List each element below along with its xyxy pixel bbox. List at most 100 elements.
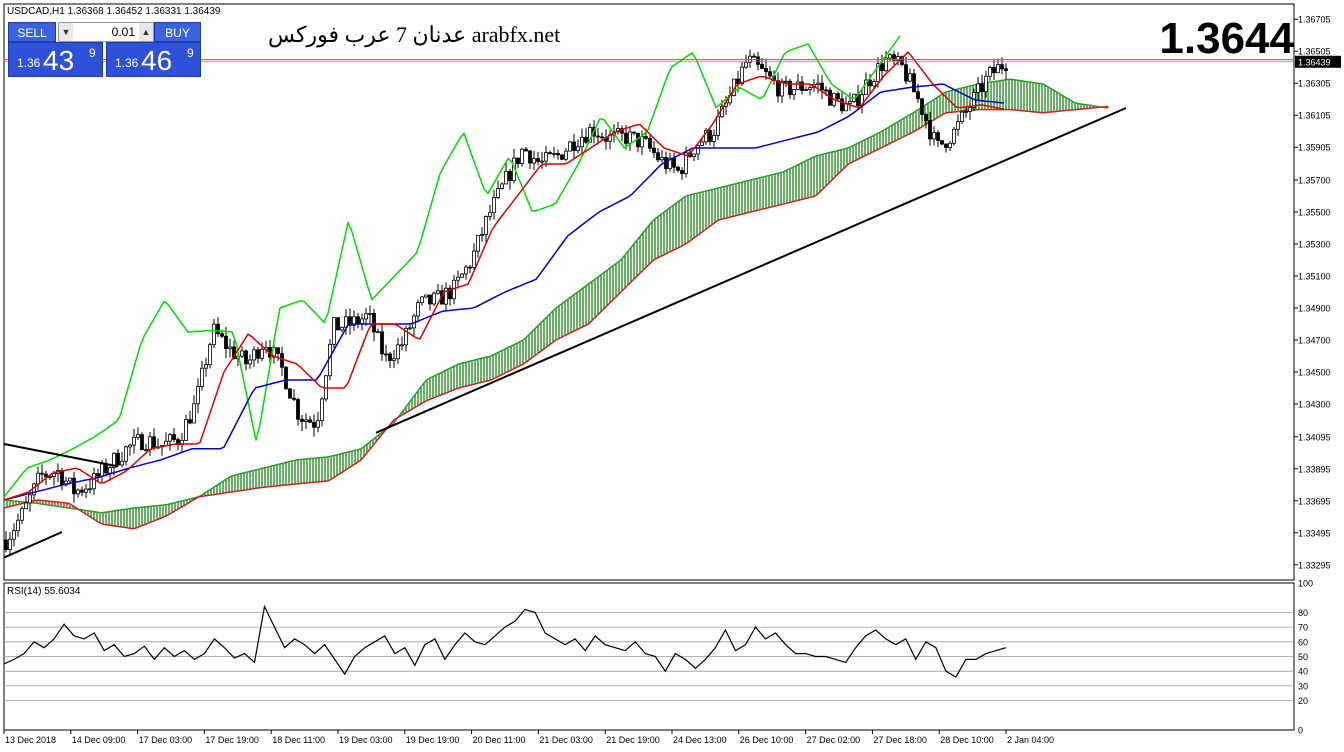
candle-body bbox=[944, 143, 948, 148]
sell-button[interactable]: SELL bbox=[8, 22, 56, 42]
rsi-tick-label: 100 bbox=[1298, 579, 1313, 589]
candle-body bbox=[576, 146, 580, 151]
price-tick-label: 1.35300 bbox=[1298, 240, 1331, 250]
candle-body bbox=[804, 89, 808, 91]
time-tick-label: 13 Dec 2018 bbox=[5, 735, 56, 745]
time-axis: 13 Dec 2018 14 Dec 09:00 17 Dec 03:00 17 De… bbox=[3, 730, 1054, 745]
candle-body bbox=[808, 87, 812, 90]
candle-body bbox=[168, 434, 172, 442]
candle-body bbox=[652, 147, 656, 154]
candle-body bbox=[316, 420, 320, 428]
candle-body bbox=[468, 266, 472, 269]
candle-body bbox=[632, 131, 636, 134]
rsi-tick-label: 70 bbox=[1298, 623, 1308, 633]
watermark-text: عدنان 7 عرب فوركس arabfx.net bbox=[268, 22, 561, 47]
candle-body bbox=[60, 470, 64, 486]
candle-body bbox=[464, 266, 468, 275]
candle-body bbox=[792, 89, 796, 96]
lot-decrease-icon[interactable]: ▼ bbox=[59, 23, 73, 41]
kijun-sen-line bbox=[3, 83, 1005, 501]
buy-price-button[interactable]: 1.36 46 9 bbox=[106, 42, 201, 77]
price-tick-label: 1.34900 bbox=[1298, 304, 1331, 314]
time-tick-label: 20 Dec 11:00 bbox=[473, 735, 526, 745]
candle-body bbox=[480, 234, 484, 236]
candle-body bbox=[904, 64, 908, 82]
candle-body bbox=[960, 111, 964, 123]
candle-body bbox=[116, 452, 120, 466]
candle-body bbox=[712, 135, 716, 142]
lot-size-value[interactable]: 0.01 bbox=[111, 25, 135, 39]
candle-body bbox=[436, 290, 440, 294]
candle-body bbox=[524, 148, 528, 152]
candle-body bbox=[472, 250, 476, 268]
price-tick-label: 1.33495 bbox=[1298, 528, 1331, 538]
candle-body bbox=[296, 399, 300, 420]
candle-body bbox=[492, 197, 496, 214]
price-tick-label: 1.35700 bbox=[1298, 176, 1331, 186]
buy-button[interactable]: BUY bbox=[154, 22, 201, 42]
candle-body bbox=[784, 80, 788, 83]
candle-body bbox=[220, 333, 224, 337]
candle-body bbox=[908, 73, 912, 82]
candle-body bbox=[392, 358, 396, 361]
candle-body bbox=[504, 170, 508, 185]
candle-body bbox=[532, 158, 536, 164]
rsi-line bbox=[3, 604, 1007, 678]
candle-body bbox=[76, 489, 80, 495]
sell-price-main: 43 bbox=[43, 45, 75, 76]
time-tick-label: 26 Dec 10:00 bbox=[740, 735, 794, 745]
candle-body bbox=[872, 81, 876, 87]
chart-overlays bbox=[3, 59, 1294, 559]
lot-increase-icon[interactable]: ▲ bbox=[139, 23, 153, 41]
candle-body bbox=[764, 68, 768, 73]
candle-body bbox=[740, 66, 744, 85]
candle-body bbox=[496, 188, 500, 198]
candle-body bbox=[128, 444, 132, 448]
time-tick-label: 27 Dec 18:00 bbox=[873, 735, 927, 745]
candle-body bbox=[644, 136, 648, 139]
candle-body bbox=[920, 98, 924, 115]
candle-body bbox=[188, 419, 192, 424]
time-tick-label: 18 Dec 11:00 bbox=[272, 735, 325, 745]
price-tick-label: 1.34700 bbox=[1298, 336, 1331, 346]
candle-body bbox=[4, 539, 8, 550]
candle-body bbox=[8, 538, 12, 550]
last-price-marker bbox=[1295, 55, 1341, 68]
candle-body bbox=[700, 141, 704, 146]
buy-price-pip: 9 bbox=[187, 46, 194, 60]
candle-body bbox=[384, 353, 388, 356]
candle-body bbox=[968, 107, 972, 112]
candle-body bbox=[112, 452, 116, 468]
price-axis: 1.36705 1.36505 1.36305 1.36105 1.35905 1.357… bbox=[1294, 15, 1341, 570]
candle-body bbox=[388, 353, 392, 361]
candle-body bbox=[680, 169, 684, 175]
candle-body bbox=[876, 63, 880, 82]
candle-body bbox=[536, 158, 540, 162]
candle-body bbox=[292, 397, 296, 400]
senkou-span-b-line bbox=[3, 105, 1109, 530]
time-tick-label: 19 Dec 19:00 bbox=[406, 735, 460, 745]
sell-price-button[interactable]: 1.36 43 9 bbox=[8, 42, 103, 77]
candle-body bbox=[600, 136, 604, 139]
candle-body bbox=[628, 131, 632, 144]
lot-size-field[interactable]: ▼ 0.01 ▲ bbox=[58, 22, 154, 42]
time-tick-label: 19 Dec 03:00 bbox=[339, 735, 393, 745]
price-tick-label: 1.35100 bbox=[1298, 272, 1331, 282]
candle-body bbox=[460, 273, 464, 278]
time-tick-label: 21 Dec 03:00 bbox=[539, 735, 593, 745]
candle-body bbox=[52, 473, 56, 477]
candle-body bbox=[172, 434, 176, 440]
candle-body bbox=[776, 80, 780, 97]
candle-body bbox=[932, 132, 936, 140]
candle-body bbox=[896, 56, 900, 61]
candle-body bbox=[352, 316, 356, 326]
price-tick-label: 1.36705 bbox=[1298, 15, 1331, 25]
candle-body bbox=[668, 157, 672, 170]
candle-body bbox=[992, 66, 996, 74]
candle-body bbox=[356, 316, 360, 324]
candle-body bbox=[336, 317, 340, 331]
one-click-trading-panel: SELL ▼ 0.01 ▲ BUY 1.36 43 9 1.36 46 9 bbox=[8, 22, 201, 77]
candle-body bbox=[692, 153, 696, 158]
candle-body bbox=[216, 323, 220, 335]
